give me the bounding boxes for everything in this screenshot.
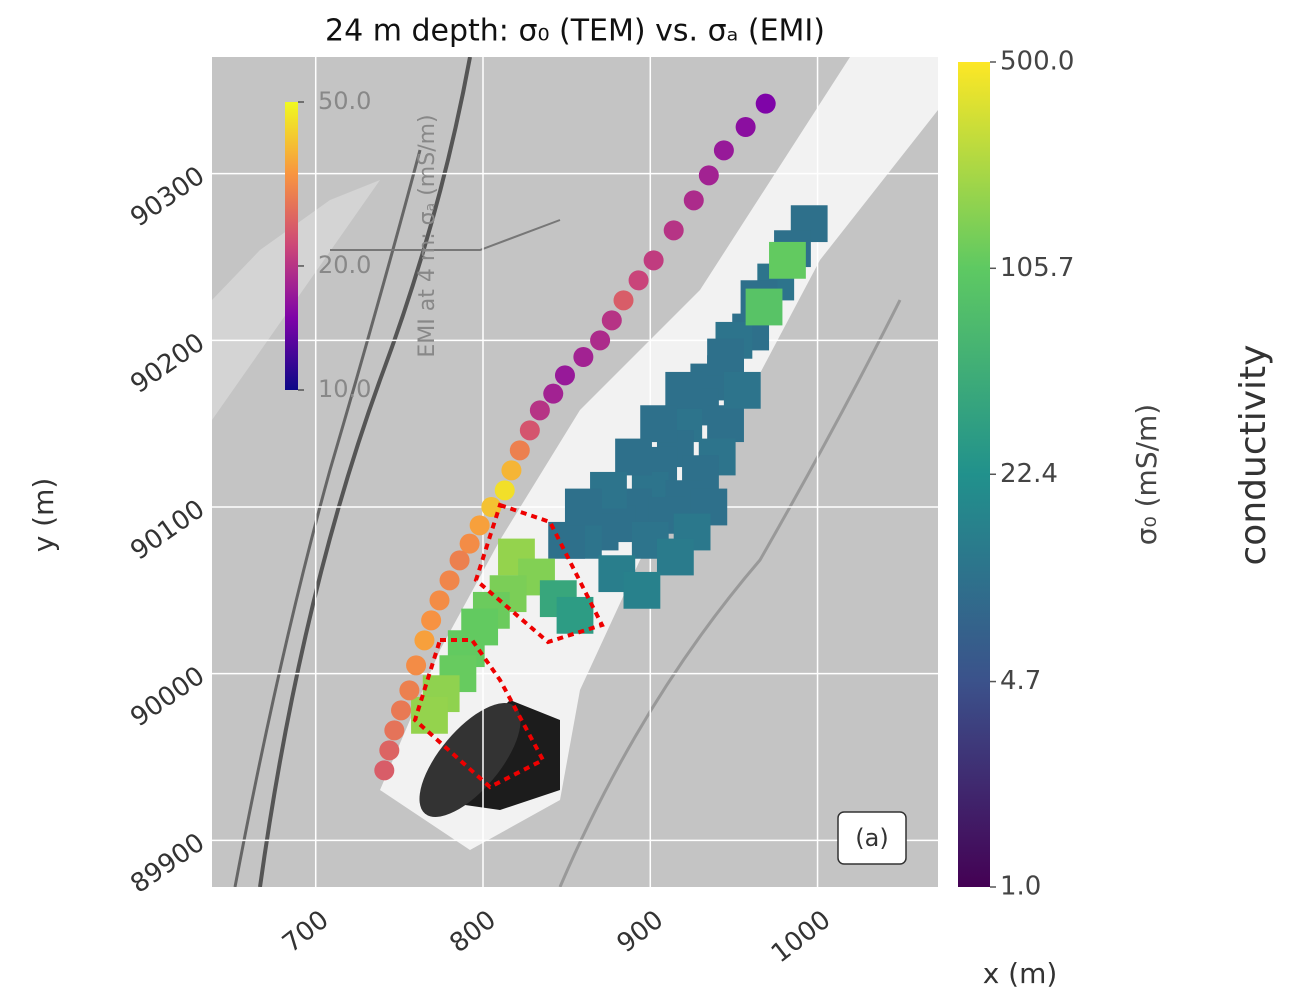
tem-cell <box>640 405 677 442</box>
y-tick-label: 90200 <box>125 328 210 400</box>
emi-point <box>664 220 684 240</box>
tem-cell <box>707 339 744 376</box>
colorbar-tick-label: 50.0 <box>318 87 371 115</box>
emi-point <box>391 700 411 720</box>
emi-point <box>684 190 704 210</box>
emi-point <box>374 760 394 780</box>
colorbar-label: σ₀ (mS/m) <box>1130 404 1163 545</box>
emi-point <box>573 347 593 367</box>
tem-cell <box>769 242 806 279</box>
emi-point <box>614 290 634 310</box>
emi-point <box>430 590 450 610</box>
colorbar <box>285 102 298 390</box>
emi-point <box>520 420 540 440</box>
tem-cell <box>565 489 602 526</box>
figure: (a) 24 m depth: σ₀ (TEM) vs. σₐ (EMI) x … <box>0 0 1301 1000</box>
y-tick-label: 89900 <box>125 828 210 900</box>
emi-point <box>602 310 622 330</box>
emi-point <box>460 534 480 554</box>
tem-cell <box>665 372 702 409</box>
y-tick-label: 90300 <box>125 161 210 233</box>
tem-cell <box>615 439 652 476</box>
x-axis-label: x (m) <box>983 957 1058 990</box>
emi-point <box>714 140 734 160</box>
emi-point <box>590 330 610 350</box>
emi-point <box>414 630 434 650</box>
colorbar <box>958 62 990 887</box>
colorbar-tick-label: 22.4 <box>1000 459 1058 489</box>
emi-point <box>421 610 441 630</box>
side-label: conductivity <box>1233 345 1274 566</box>
emi-point <box>450 550 470 570</box>
emi-point <box>543 384 563 404</box>
emi-point <box>384 720 404 740</box>
colorbar-tick-label: 20.0 <box>318 251 371 279</box>
y-tick-label: 90000 <box>125 661 210 733</box>
y-tick-label: 90100 <box>125 494 210 566</box>
tem-cell <box>724 372 761 409</box>
emi-point <box>555 365 575 385</box>
emi-point <box>379 740 399 760</box>
tem-cell <box>557 597 594 634</box>
tem-cell <box>707 405 744 442</box>
emi-point <box>699 165 719 185</box>
x-tick-label: 1000 <box>766 905 837 969</box>
emi-point <box>440 570 460 590</box>
emi-point <box>756 94 776 114</box>
emi-point <box>629 270 649 290</box>
emi-point <box>510 440 530 460</box>
colorbar-tick-label: 105.7 <box>1000 253 1074 283</box>
y-axis-label: y (m) <box>27 478 60 553</box>
tem-cell <box>624 572 661 609</box>
emi-point <box>399 680 419 700</box>
x-tick-label: 700 <box>277 905 335 959</box>
colorbar-tick-label: 4.7 <box>1000 666 1041 696</box>
x-tick-label: 900 <box>612 905 670 959</box>
annotation: (a) <box>855 824 888 852</box>
chart-title: 24 m depth: σ₀ (TEM) vs. σₐ (EMI) <box>325 14 825 49</box>
tem-cell <box>411 697 448 734</box>
emi-point <box>470 515 490 535</box>
emi-point <box>644 250 664 270</box>
tem-cell <box>746 289 783 326</box>
tem-cell <box>657 539 694 576</box>
colorbar-tick-label: 500.0 <box>1000 47 1074 77</box>
colorbar-tick-label: 10.0 <box>318 375 371 403</box>
colorbar-tick-label: 1.0 <box>1000 872 1041 902</box>
hillshade <box>212 57 938 887</box>
emi-point <box>495 480 515 500</box>
emi-point <box>406 655 426 675</box>
emi-point <box>736 117 756 137</box>
colorbar-label: EMI at 4 m: σₐ (mS/m) <box>415 114 440 357</box>
emi-point <box>530 400 550 420</box>
x-tick-label: 800 <box>444 905 502 959</box>
emi-point <box>501 460 521 480</box>
